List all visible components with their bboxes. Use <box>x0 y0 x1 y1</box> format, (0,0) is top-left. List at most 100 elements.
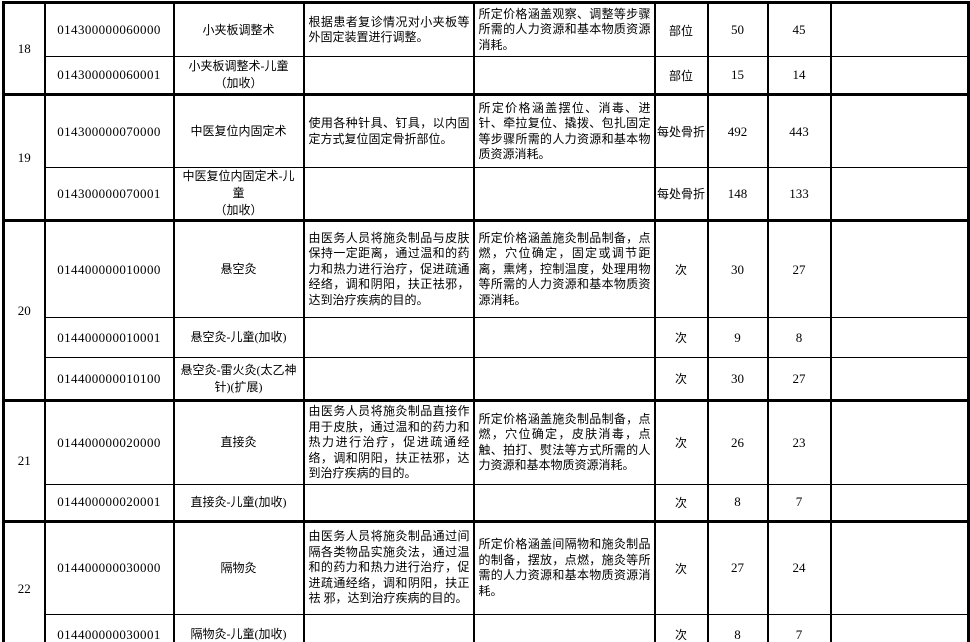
price-cell: 50 <box>706 1 769 57</box>
remark-cell <box>829 519 970 615</box>
price-cell: 15 <box>706 56 769 95</box>
reduced-price-cell: 133 <box>766 167 832 221</box>
price-cell: 27 <box>706 519 769 615</box>
price-coverage-cell: 所定价格涵盖施灸制品制备，点燃，穴位确定，固定或调节距离，熏烤，控制温度，处理用… <box>472 219 656 318</box>
remark-cell <box>829 167 970 221</box>
price-coverage-cell: 所定价格涵盖摆位、消毒、进针、牵拉复位、撬拨、包扎固定等步骤所需的人力资源和基本… <box>472 93 656 168</box>
unit-cell: 每处骨折 <box>653 167 709 221</box>
remark-cell <box>829 317 970 358</box>
service-name-cell: 小夹板调整术-儿童 （加收） <box>172 56 305 95</box>
table-row: 21 014400000020000 直接灸 由医务人员将施灸制品直接作用于皮肤，通过… <box>2 399 970 522</box>
unit-cell: 次 <box>653 399 709 485</box>
code-cell: 014300000060001 <box>43 56 175 95</box>
remark-cell <box>829 219 970 318</box>
row-number-cell: 20 <box>2 219 46 401</box>
reduced-price-cell: 24 <box>766 519 832 615</box>
code-cell: 014400000010100 <box>43 357 175 401</box>
reduced-price-cell: 14 <box>766 56 832 95</box>
remark-cell <box>829 357 970 401</box>
reduced-price-cell: 7 <box>766 483 832 522</box>
remark-cell <box>829 1 970 57</box>
code-cell: 014300000070000 <box>43 93 175 168</box>
price-coverage-cell <box>472 167 656 221</box>
price-coverage-cell: 所定价格涵盖施灸制品制备，点燃，穴位确定，皮肤消毒，点触、拍打、熨法等方式所需的… <box>472 399 656 485</box>
table-row: 014400000030001 隔物灸-儿童(加收) 次 8 7 <box>4 613 970 642</box>
unit-cell: 次 <box>653 219 709 318</box>
description-cell: 由医务人员将施灸制品通过间隔各类物品实施灸法，通过温和的药力和热力进行治疗，促进… <box>302 519 475 615</box>
table-row: 19 014300000070000 中医复位内固定术 使用各种针具、钉具，以内固定方… <box>2 93 970 221</box>
row-number-cell: 18 <box>2 1 46 95</box>
price-coverage-cell: 所定价格涵盖间隔物和施灸制品的制备，摆放，点燃，施灸等所需的人力资源和基本物质资… <box>472 519 656 615</box>
table-row: 014300000070001 中医复位内固定术-儿童 （加收） 每处骨折 148 13… <box>4 167 970 221</box>
unit-cell: 每处骨折 <box>653 93 709 168</box>
price-cell: 8 <box>706 613 769 642</box>
table-row: 014300000060001 小夹板调整术-儿童 （加收） 部位 15 14 <box>4 56 970 95</box>
price-cell: 8 <box>706 483 769 522</box>
code-cell: 014400000010001 <box>43 317 175 358</box>
price-coverage-cell <box>472 317 656 358</box>
service-name-cell: 中医复位内固定术-儿童 （加收） <box>172 167 305 221</box>
remark-cell <box>829 56 970 95</box>
reduced-price-cell: 27 <box>766 357 832 401</box>
reduced-price-cell: 7 <box>766 613 832 642</box>
remark-cell <box>829 483 970 522</box>
unit-cell: 次 <box>653 317 709 358</box>
code-cell: 014400000030000 <box>43 519 175 615</box>
reduced-price-cell: 45 <box>766 1 832 57</box>
service-name-cell: 隔物灸-儿童(加收) <box>172 613 305 642</box>
price-coverage-cell <box>472 56 656 95</box>
description-cell: 由医务人员将施灸制品直接作用于皮肤，通过温和的药力和热力进行治疗，促进疏通经络，… <box>302 399 475 485</box>
reduced-price-cell: 23 <box>766 399 832 485</box>
row-number-cell: 21 <box>2 399 46 522</box>
price-coverage-cell: 所定价格涵盖观察、调整等步骤所需的人力资源和基本物质资源消耗。 <box>472 1 656 57</box>
table-row: 18 014300000060000 小夹板调整术 根据患者复诊情况对小夹板等外固定装… <box>2 1 970 95</box>
code-cell: 014300000060000 <box>43 1 175 57</box>
price-cell: 30 <box>706 219 769 318</box>
unit-cell: 次 <box>653 519 709 615</box>
price-cell: 492 <box>706 93 769 168</box>
table-row: 22 014400000030000 隔物灸 由医务人员将施灸制品通过间隔各类物品实施… <box>2 519 970 642</box>
price-cell: 30 <box>706 357 769 401</box>
description-cell: 根据患者复诊情况对小夹板等外固定装置进行调整。 <box>302 1 475 57</box>
service-name-cell: 小夹板调整术 <box>172 1 305 57</box>
description-cell: 使用各种针具、钉具，以内固定方式复位固定骨折部位。 <box>302 93 475 168</box>
code-cell: 014400000010000 <box>43 219 175 318</box>
service-name-cell: 悬空灸-雷火灸(太乙神 针)(扩展) <box>172 357 305 401</box>
unit-cell: 部位 <box>653 56 709 95</box>
price-coverage-cell <box>472 357 656 401</box>
description-cell <box>302 167 475 221</box>
code-cell: 014400000030001 <box>43 613 175 642</box>
table-row: 014400000010100 悬空灸-雷火灸(太乙神 针)(扩展) 次 30 27 <box>4 357 970 401</box>
service-name-cell: 直接灸-儿童(加收) <box>172 483 305 522</box>
price-cell: 26 <box>706 399 769 485</box>
unit-cell: 部位 <box>653 1 709 57</box>
reduced-price-cell: 27 <box>766 219 832 318</box>
unit-cell: 次 <box>653 483 709 522</box>
code-cell: 014400000020000 <box>43 399 175 485</box>
description-cell <box>302 357 475 401</box>
description-cell: 由医务人员将施灸制品与皮肤保持一定距离，通过温和的药力和热力进行治疗，促进疏通经… <box>302 219 475 318</box>
service-name-cell: 悬空灸-儿童(加收) <box>172 317 305 358</box>
description-cell <box>302 317 475 358</box>
price-coverage-cell <box>472 483 656 522</box>
row-number-cell: 22 <box>2 519 46 642</box>
description-cell <box>302 483 475 522</box>
remark-cell <box>829 93 970 168</box>
service-name-cell: 直接灸 <box>172 399 305 485</box>
price-coverage-cell <box>472 613 656 642</box>
price-cell: 148 <box>706 167 769 221</box>
description-cell <box>302 613 475 642</box>
code-cell: 014300000070001 <box>43 167 175 221</box>
service-name-cell: 中医复位内固定术 <box>172 93 305 168</box>
code-cell: 014400000020001 <box>43 483 175 522</box>
table-row: 014400000010001 悬空灸-儿童(加收) 次 9 8 <box>4 317 970 358</box>
reduced-price-cell: 443 <box>766 93 832 168</box>
service-name-cell: 隔物灸 <box>172 519 305 615</box>
row-number-cell: 19 <box>2 93 46 221</box>
reduced-price-cell: 8 <box>766 317 832 358</box>
description-cell <box>302 56 475 95</box>
remark-cell <box>829 399 970 485</box>
